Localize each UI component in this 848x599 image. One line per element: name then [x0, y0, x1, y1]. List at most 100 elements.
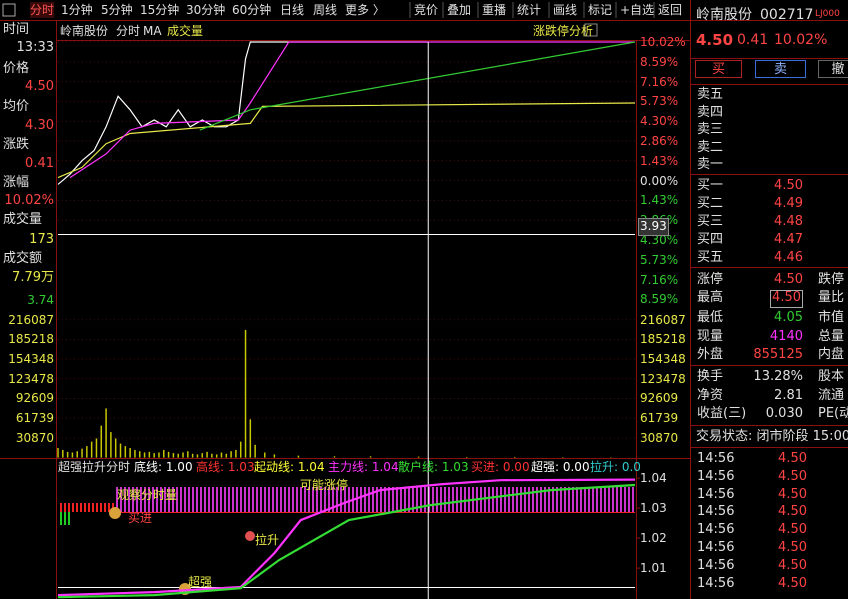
volume-bar — [167, 451, 170, 458]
volume-bar — [138, 451, 141, 458]
stat-label: 最高 — [697, 290, 724, 305]
volume-bar — [110, 432, 112, 458]
trade-price: 4.50 — [778, 486, 807, 502]
tool-button[interactable]: 统计 — [517, 3, 542, 17]
stat-label: 涨停 — [697, 272, 724, 287]
volume-bar — [211, 453, 213, 458]
axis-label: 7.16% — [640, 272, 679, 287]
analysis-button[interactable]: 涨跌停分析 — [533, 24, 594, 38]
stat-label: 跌停 — [818, 272, 845, 287]
indicator-legend: 高线: 1.03 — [196, 460, 255, 474]
volume-bar — [196, 454, 199, 458]
trade-price: 4.50 — [778, 557, 807, 573]
volume-bar — [177, 453, 179, 458]
axis-label: 1.02 — [640, 531, 667, 546]
stat-label: 现量 — [697, 329, 724, 344]
volume-bar — [562, 457, 564, 458]
volume-bar — [66, 451, 69, 458]
axis-label: 7.16% — [640, 74, 679, 89]
bid-label: 买四 — [697, 232, 724, 247]
axis-label: 0.00% — [640, 173, 679, 188]
stat-value: 4.50 — [774, 272, 803, 287]
info-label: 时间 — [3, 22, 30, 37]
annotation: 拉升 — [255, 533, 280, 547]
info-value: 7.79万 — [12, 270, 54, 285]
indicator-legend: 买进: 0.00 — [471, 460, 530, 474]
tab[interactable]: 15分钟 — [140, 3, 180, 17]
bid-price: 4.48 — [774, 214, 803, 229]
indicator-legend: 超强: 0.00 — [531, 460, 590, 474]
info-value: 13:33 — [16, 40, 54, 55]
info-label: 涨幅 — [3, 175, 30, 190]
market-status: 交易状态: 闭市阶段 15:00 — [696, 429, 848, 444]
info-value: 0.41 — [25, 156, 54, 171]
trade-time: 14:56 — [697, 575, 735, 591]
ma-label: MA — [143, 24, 162, 38]
tab[interactable]: 30分钟 — [186, 3, 226, 17]
tab[interactable]: 日线 — [280, 3, 305, 17]
info-value: 173 — [29, 232, 54, 247]
tool-button[interactable]: 标记 — [588, 3, 613, 17]
tab[interactable]: 更多 〉 — [345, 3, 385, 17]
axis-label: 92609 — [15, 391, 54, 406]
ask-label: 卖五 — [697, 87, 724, 102]
tool-button[interactable]: 重播 — [482, 3, 507, 17]
indicator-line — [57, 478, 636, 597]
menu-icon[interactable] — [2, 3, 16, 17]
tab[interactable]: 60分钟 — [232, 3, 272, 17]
tool-button[interactable]: 画线 — [553, 3, 578, 17]
tab[interactable]: 5分钟 — [101, 3, 133, 17]
volume-bar — [201, 453, 203, 458]
volume-bar — [465, 456, 468, 458]
tool-button[interactable]: +自选 — [620, 3, 655, 17]
annotation: 可能涨停 — [300, 478, 349, 492]
tab[interactable]: 1分钟 — [61, 3, 93, 17]
axis-label: 1.03 — [640, 501, 667, 516]
axis-label: 8.59% — [640, 54, 679, 69]
trade-button[interactable]: 买 — [695, 60, 742, 78]
tool-button[interactable]: 返回 — [658, 3, 683, 17]
bid-price: 4.50 — [774, 178, 803, 193]
stat-value: 855125 — [753, 347, 803, 362]
bid-label: 买一 — [697, 178, 724, 193]
stat-label: 外盘 — [697, 347, 724, 362]
trade-price: 4.50 — [778, 451, 807, 466]
tool-button[interactable]: 竞价 — [414, 3, 439, 17]
tool-button[interactable]: 叠加 — [447, 3, 472, 17]
tab[interactable]: 周线 — [313, 3, 338, 17]
axis-label: 5.73% — [640, 252, 679, 267]
cursor-label: 3.93 — [638, 218, 669, 236]
volume-bar — [100, 425, 103, 458]
bid-label: 买二 — [697, 196, 724, 211]
axis-label: 216087 — [640, 312, 686, 327]
stat-label: 量比 — [818, 290, 845, 305]
axis-label: 154348 — [640, 352, 686, 367]
price-line — [69, 41, 635, 179]
volume-bar — [114, 438, 117, 458]
volume-bar — [206, 451, 208, 458]
axis-label: 216087 — [8, 312, 54, 327]
bid-label: 买五 — [697, 250, 724, 265]
trade-time: 14:56 — [697, 451, 735, 466]
stat-value: 13.28% — [753, 369, 803, 384]
ask-label: 卖四 — [697, 104, 724, 120]
dropdown-box[interactable] — [584, 23, 598, 37]
indicator-legend: 拉升: 0.0 — [590, 460, 641, 474]
volume-bar — [148, 451, 151, 458]
indicator-legend: 主力线: 1.04 — [328, 460, 399, 474]
axis-label: 185218 — [8, 332, 54, 347]
trade-button[interactable]: 卖 — [755, 60, 806, 78]
axis-label: 30870 — [640, 430, 679, 445]
volume-bar — [264, 452, 266, 458]
volume-bar — [514, 456, 516, 458]
stat-label: 流通 — [818, 388, 845, 403]
volume-bar — [143, 452, 146, 458]
signal-bars — [58, 503, 115, 512]
axis-label: 2.86% — [640, 134, 679, 148]
volume-bar — [172, 453, 175, 458]
price-change-pct: 10.02% — [774, 32, 828, 48]
tab[interactable]: 分时 — [30, 2, 55, 18]
indicator-legend: 散户线: 1.03 — [398, 460, 469, 474]
trade-button[interactable]: 撤 — [818, 60, 848, 78]
stat-value: 2.81 — [774, 388, 803, 403]
